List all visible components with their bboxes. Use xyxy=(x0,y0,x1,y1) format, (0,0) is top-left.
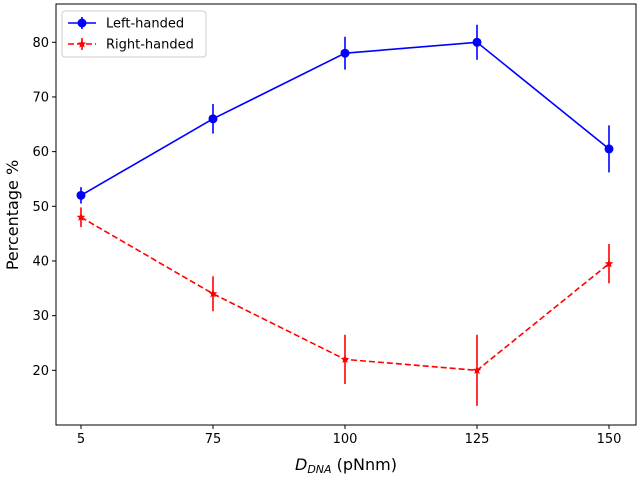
x-tick-label: 150 xyxy=(597,432,622,447)
y-tick-label: 80 xyxy=(32,36,49,51)
x-axis-label-unit: (pNnm) xyxy=(332,455,397,474)
data-point xyxy=(76,190,86,200)
x-axis-ticks: 5 75 100 125 150 xyxy=(77,425,622,447)
data-point xyxy=(604,259,614,268)
x-tick-label: 75 xyxy=(205,432,222,447)
legend-marker xyxy=(77,39,87,48)
data-point xyxy=(208,289,218,298)
legend-marker xyxy=(77,18,87,28)
x-axis-label-main: D xyxy=(295,455,307,474)
x-tick-label: 125 xyxy=(465,432,490,447)
legend-item: Left-handed xyxy=(68,17,184,32)
legend-items: Left-handed Right-handed xyxy=(68,17,194,53)
series-layer xyxy=(76,24,614,406)
legend-label: Right-handed xyxy=(106,38,194,53)
data-point xyxy=(208,114,218,124)
plot-area xyxy=(56,4,636,425)
series-left-handed xyxy=(76,24,614,204)
y-tick-label: 30 xyxy=(32,309,49,324)
y-tick-label: 50 xyxy=(32,200,49,215)
legend-item: Right-handed xyxy=(68,38,194,53)
x-axis-label: DDNA (pNnm) xyxy=(295,455,397,476)
y-tick-label: 60 xyxy=(32,145,49,160)
data-point xyxy=(604,144,614,154)
data-point xyxy=(76,212,86,221)
x-tick-label: 100 xyxy=(333,432,358,447)
x-tick-label: 5 xyxy=(77,432,85,447)
y-tick-label: 70 xyxy=(32,90,49,105)
y-axis-label: Percentage % xyxy=(3,160,22,270)
series-right-handed xyxy=(76,207,614,406)
x-axis-label-subscript: DNA xyxy=(307,463,331,476)
legend-box xyxy=(61,10,207,58)
y-tick-label: 20 xyxy=(32,364,49,379)
data-point xyxy=(340,354,350,364)
y-tick-label: 40 xyxy=(32,254,49,269)
plot-frame xyxy=(55,3,637,426)
data-point xyxy=(472,365,482,374)
legend-label: Left-handed xyxy=(106,17,184,32)
legend: Left-handed Right-handed xyxy=(61,10,207,58)
data-point xyxy=(472,37,482,47)
y-axis-ticks: 20 30 40 50 60 70 80 xyxy=(32,36,56,379)
data-point xyxy=(340,48,350,58)
